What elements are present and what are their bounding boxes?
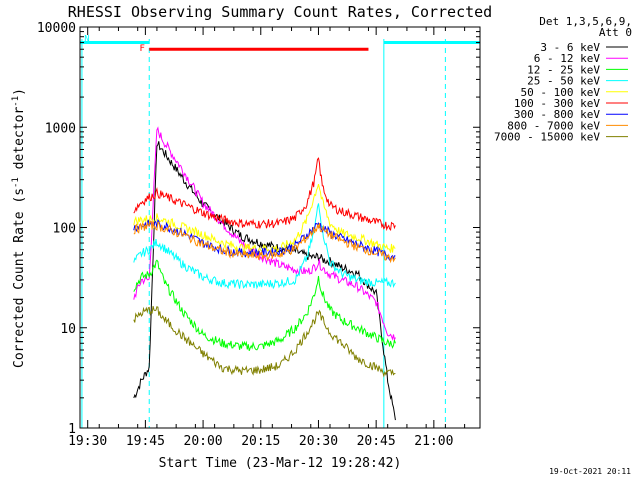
chart-title: RHESSI Observing Summary Count Rates, Co…: [68, 3, 492, 21]
timestamp: 19-Oct-2021 20:11: [549, 467, 631, 476]
series-line: [133, 259, 396, 351]
series-line: [133, 203, 396, 290]
legend-entry-label: 800 - 7000 keV: [507, 119, 600, 132]
legend-entry-label: 3 - 6 keV: [540, 41, 600, 54]
legend-entry-label: 50 - 100 keV: [521, 86, 601, 99]
legend-entry-label: 7000 - 15000 keV: [494, 131, 600, 144]
legend-entry-label: 25 - 50 keV: [527, 75, 600, 88]
y-tick-label: 100: [53, 222, 76, 237]
legend-entry-label: 100 - 300 keV: [514, 97, 600, 110]
x-tick-label: 19:45: [126, 434, 165, 449]
flag-label: N: [84, 35, 89, 45]
series-layer: [133, 126, 396, 421]
x-tick-label: 20:15: [241, 434, 280, 449]
x-tick-label: 21:00: [414, 434, 453, 449]
series-line: [133, 141, 396, 421]
y-tick-label: 10: [60, 322, 76, 337]
x-axis-label: Start Time (23-Mar-12 19:28:42): [159, 456, 402, 471]
x-tick-label: 19:30: [68, 434, 107, 449]
legend-entry-label: 300 - 800 keV: [514, 108, 600, 121]
x-tick-label: 20:30: [299, 434, 338, 449]
y-tick-label: 1: [68, 422, 76, 437]
y-tick-label: 10000: [37, 21, 76, 36]
x-tick-label: 20:00: [184, 434, 223, 449]
y-tick-label: 1000: [45, 121, 76, 136]
x-tick-label: 20:45: [357, 434, 396, 449]
flag-bars: FN: [80, 35, 480, 54]
series-line: [133, 220, 396, 264]
y-axis-ticks: 1 10 100 1000 10000: [37, 21, 480, 437]
series-line: [133, 157, 396, 232]
plot-frame: [79, 26, 481, 429]
legend-entry-label: 12 - 25 keV: [527, 63, 600, 76]
legend-entry-label: 6 - 12 keV: [534, 52, 601, 65]
y-axis-label: Corrected Count Rate (s-1 detector-1): [11, 88, 27, 368]
x-axis-ticks: 19:30 19:45 20:00 20:15 20:30 20:45 21:00: [68, 27, 466, 449]
legend-header: Det 1,3,5,6,9,: [539, 15, 632, 28]
legend-header: Att 0: [599, 26, 632, 39]
series-line: [133, 219, 396, 261]
flag-label: F: [140, 44, 145, 54]
series-line: [133, 305, 396, 378]
